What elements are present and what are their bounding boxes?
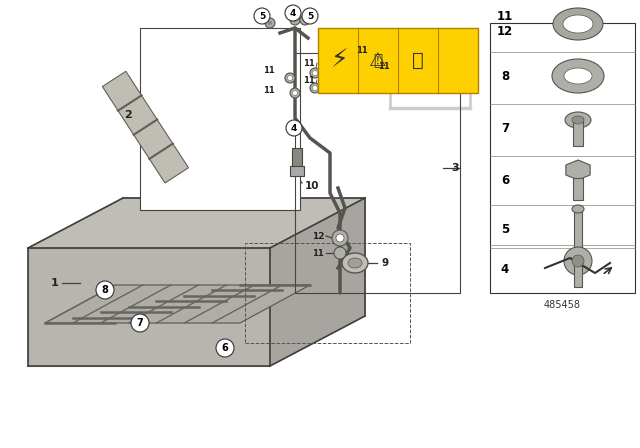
Ellipse shape [565,112,591,128]
Text: 11: 11 [303,59,315,68]
Circle shape [387,70,392,76]
Bar [574,211,582,251]
Ellipse shape [572,116,584,124]
Bar [295,53,460,293]
Circle shape [312,70,317,76]
Circle shape [96,281,114,299]
Ellipse shape [553,8,603,40]
Polygon shape [36,318,347,358]
Circle shape [303,18,307,22]
Circle shape [254,8,270,24]
Bar [573,118,583,146]
Text: 7: 7 [136,318,143,328]
Circle shape [300,15,310,25]
Circle shape [572,255,584,267]
Text: 11: 11 [263,86,275,95]
Circle shape [285,5,301,21]
Text: 5: 5 [501,223,509,236]
Text: 11: 11 [378,61,390,70]
Text: ⚡: ⚡ [332,48,349,73]
Circle shape [290,88,300,98]
Polygon shape [102,71,189,183]
Bar [290,166,304,176]
Circle shape [372,56,378,60]
Circle shape [385,68,395,78]
Circle shape [286,120,302,136]
Polygon shape [566,160,590,180]
Text: 11: 11 [303,76,315,85]
Text: 6: 6 [221,343,228,353]
Circle shape [370,53,380,63]
Circle shape [564,247,592,275]
Text: 1: 1 [51,278,59,288]
Text: 11: 11 [356,46,368,55]
Circle shape [334,247,346,259]
Text: 7: 7 [501,121,509,134]
Text: 11: 11 [263,65,275,74]
Text: 4: 4 [501,263,509,276]
Circle shape [310,68,320,78]
Circle shape [292,90,298,95]
Polygon shape [28,248,270,366]
Text: 11
12: 11 12 [497,10,513,38]
Circle shape [216,339,234,357]
Bar [490,23,635,293]
Polygon shape [28,198,365,248]
Circle shape [312,86,317,90]
Circle shape [302,8,318,24]
Text: 📋: 📋 [373,53,383,68]
Text: 485458: 485458 [544,300,581,310]
Circle shape [336,234,344,242]
Bar [318,28,478,93]
Text: 4: 4 [291,124,297,133]
Text: 11: 11 [312,249,324,258]
Text: 5: 5 [307,12,313,21]
Text: 3: 3 [451,163,459,173]
Circle shape [287,76,292,81]
Text: 6: 6 [501,173,509,186]
Text: 8: 8 [501,69,509,82]
Polygon shape [270,198,365,366]
Circle shape [268,21,272,25]
Ellipse shape [564,68,592,84]
Bar [573,178,583,200]
Ellipse shape [342,253,368,273]
Bar [245,243,410,343]
Circle shape [332,230,348,246]
Circle shape [285,73,295,83]
Circle shape [290,15,300,25]
Text: 12: 12 [312,232,324,241]
Polygon shape [45,285,310,323]
Ellipse shape [552,59,604,93]
Bar [292,148,302,168]
Bar [574,259,582,287]
Text: 9: 9 [381,258,388,268]
Bar [140,28,300,210]
Ellipse shape [348,258,362,268]
Text: 5: 5 [259,12,265,21]
Text: 2: 2 [124,110,132,120]
Circle shape [131,314,149,332]
Text: 10: 10 [305,181,319,191]
Text: ⚠: ⚠ [369,51,387,70]
Circle shape [293,18,297,22]
Text: 8: 8 [102,285,108,295]
Circle shape [265,18,275,28]
Text: 🧤: 🧤 [412,51,424,70]
Circle shape [310,83,320,93]
Ellipse shape [572,205,584,213]
Ellipse shape [563,15,593,33]
Text: 4: 4 [290,9,296,17]
